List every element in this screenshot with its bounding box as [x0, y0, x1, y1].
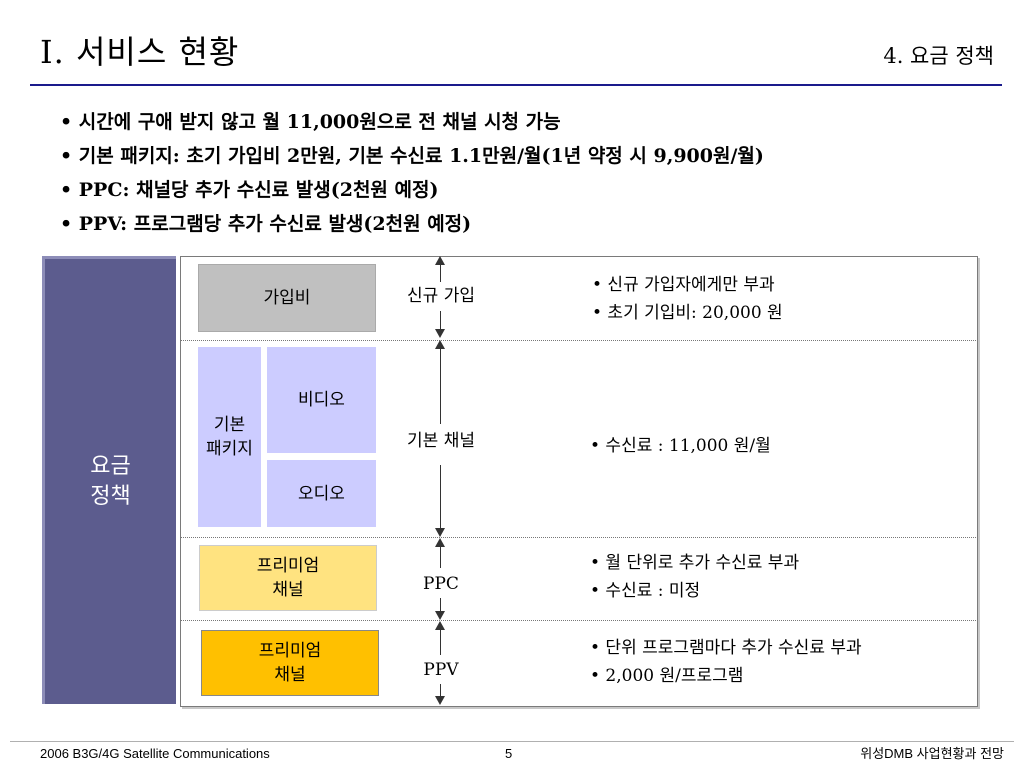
- side-label-line: 요금: [90, 453, 131, 479]
- arrow-line: [440, 684, 441, 696]
- signup-fee-label: 가입비: [263, 288, 311, 308]
- bullet-item: PPC: 채널당 추가 수신료 발생(2천원 예정): [60, 173, 764, 207]
- bullet-item: PPV: 프로그램당 추가 수신료 발생(2천원 예정): [60, 207, 764, 241]
- section-title: 4. 요금 정책: [883, 44, 994, 68]
- arrow-up-icon: [435, 256, 445, 265]
- basic-mid-label: 기본 채널: [395, 429, 487, 453]
- arrow-line: [440, 311, 441, 329]
- bullet-list: 시간에 구애 받지 않고 월 11,000원으로 전 채널 시청 가능 기본 패…: [60, 105, 764, 241]
- arrow-down-icon: [435, 696, 445, 705]
- ppv-box-line: 프리미엄: [258, 641, 322, 661]
- audio-label: 오디오: [298, 483, 345, 504]
- bullet-item: 기본 패키지: 초기 가입비 2만원, 기본 수신료 1.1만원/월(1년 약정…: [60, 139, 764, 173]
- row-divider: [181, 340, 976, 341]
- description-line: • 신규 가입자에게만 부과: [592, 275, 775, 295]
- package-label-line: 기본: [213, 415, 246, 435]
- ppv-box-line: 채널: [274, 665, 306, 685]
- row-divider: [181, 537, 976, 538]
- page-title: I. 서비스 현황: [40, 33, 240, 71]
- bullet-item: 시간에 구애 받지 않고 월 11,000원으로 전 채널 시청 가능: [60, 105, 764, 139]
- arrow-down-icon: [435, 611, 445, 620]
- arrow-line: [440, 348, 441, 424]
- arrow-line: [440, 598, 441, 612]
- ppv-description: • 단위 프로그램마다 추가 수신료 부과 • 2,000 원/프로그램: [590, 634, 862, 690]
- side-label-line: 정책: [90, 483, 131, 509]
- page-number: 5: [505, 746, 513, 761]
- row-divider: [181, 620, 976, 621]
- signup-fee-box: 가입비: [198, 264, 376, 332]
- audio-box: 오디오: [267, 460, 376, 527]
- arrow-up-icon: [435, 340, 445, 349]
- video-box: 비디오: [267, 347, 376, 453]
- signup-description: • 신규 가입자에게만 부과 • 초기 기입비: 20,000 원: [592, 271, 783, 327]
- arrow-up-icon: [435, 621, 445, 630]
- footer-rule: [10, 741, 1014, 742]
- title-rule: [30, 84, 1002, 86]
- ppv-premium-box: 프리미엄 채널: [201, 630, 379, 696]
- description-line: • 수신료 : 11,000 원/월: [590, 436, 771, 456]
- ppv-mid-label: PPV: [395, 658, 487, 682]
- basic-description: • 수신료 : 11,000 원/월: [590, 432, 771, 460]
- arrow-line: [440, 264, 441, 282]
- arrow-down-icon: [435, 329, 445, 338]
- arrow-line: [440, 546, 441, 568]
- footer-right: 위성DMB 사업현황과 전망: [860, 746, 1004, 761]
- ppc-box-line: 채널: [272, 580, 304, 600]
- video-label: 비디오: [298, 390, 345, 410]
- pricing-policy-panel: 요금 정책: [42, 256, 176, 704]
- description-line: • 단위 프로그램마다 추가 수신료 부과: [590, 638, 862, 658]
- description-line: • 월 단위로 추가 수신료 부과: [590, 553, 800, 573]
- ppc-mid-label: PPC: [395, 572, 487, 596]
- arrow-line: [440, 629, 441, 655]
- basic-package-box: 기본 패키지: [198, 347, 261, 527]
- footer-left: 2006 B3G/4G Satellite Communications: [40, 746, 270, 761]
- arrow-line: [440, 465, 441, 528]
- pricing-table-frame: [180, 256, 978, 707]
- arrow-down-icon: [435, 528, 445, 537]
- description-line: • 2,000 원/프로그램: [590, 666, 744, 686]
- package-label-line: 패키지: [206, 439, 253, 459]
- ppc-description: • 월 단위로 추가 수신료 부과 • 수신료 : 미정: [590, 549, 799, 605]
- signup-mid-label: 신규 가입: [395, 284, 487, 308]
- ppc-premium-box: 프리미엄 채널: [199, 545, 377, 611]
- arrow-up-icon: [435, 538, 445, 547]
- ppc-box-line: 프리미엄: [256, 556, 320, 576]
- description-line: • 수신료 : 미정: [590, 581, 701, 601]
- description-line: • 초기 기입비: 20,000 원: [592, 303, 783, 323]
